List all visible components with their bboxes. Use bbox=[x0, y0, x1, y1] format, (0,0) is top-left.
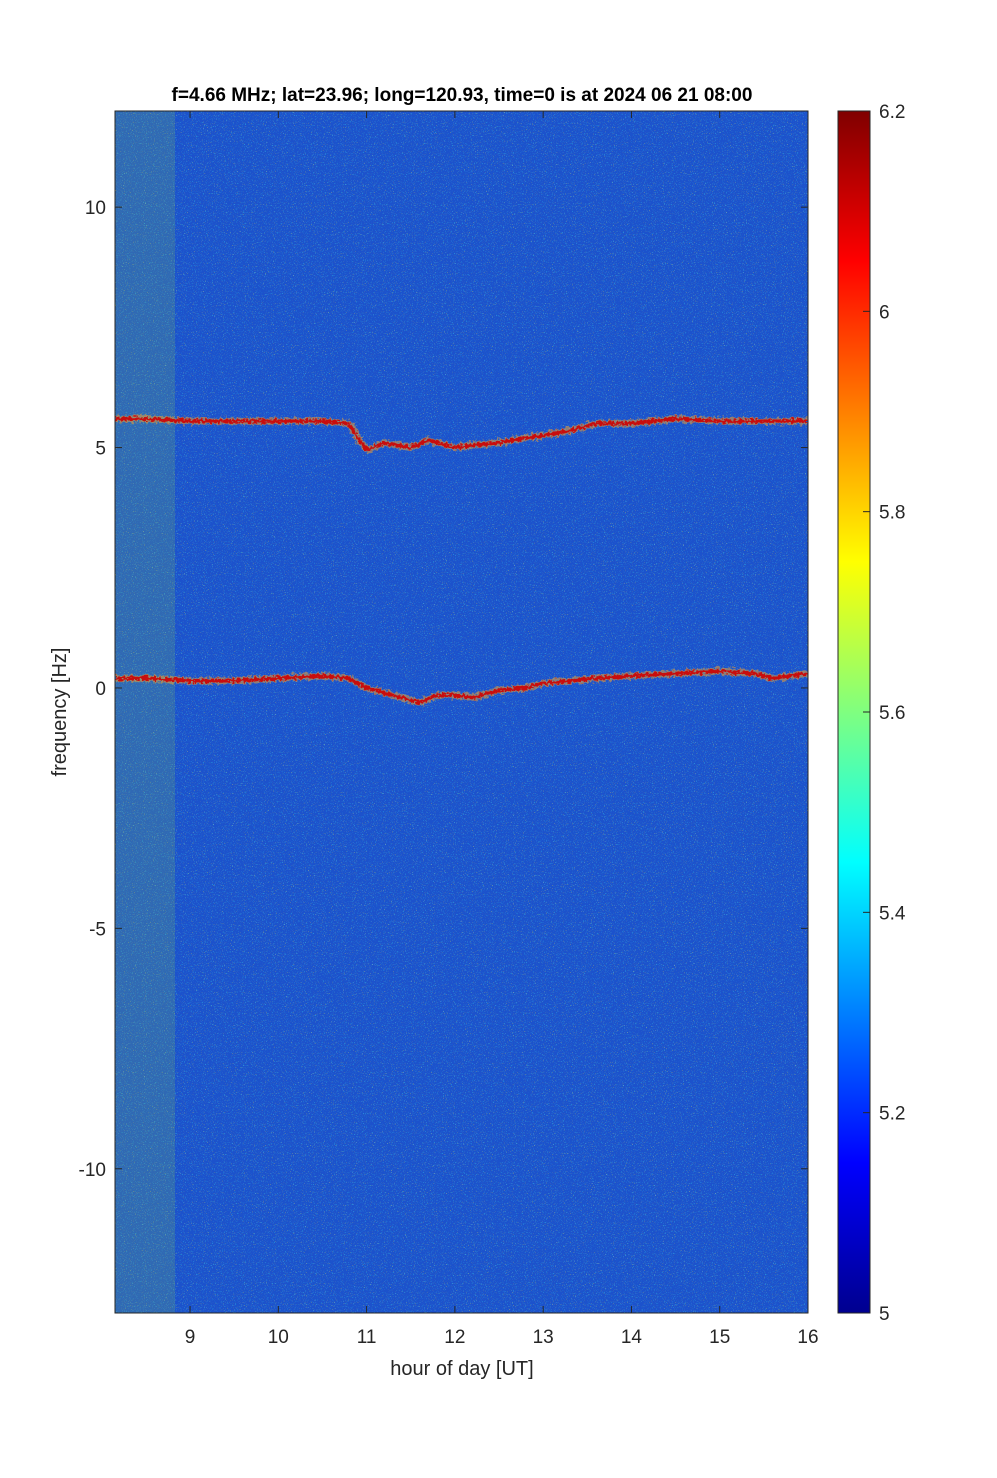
plot-frame bbox=[114, 110, 809, 1314]
x-tick-label: 13 bbox=[533, 1327, 554, 1348]
signal-traces bbox=[115, 415, 808, 706]
x-tick-label: 15 bbox=[709, 1327, 730, 1348]
y-axis: 10 5 0 -5 -10 bbox=[79, 198, 808, 1181]
signal-trace bbox=[115, 669, 808, 705]
x-tick-label: 10 bbox=[268, 1327, 289, 1348]
x-tick-label: 12 bbox=[444, 1327, 465, 1348]
chart-title: f=4.66 MHz; lat=23.96; long=120.93, time… bbox=[172, 85, 753, 106]
colorbar: 6.2 6 5.8 5.6 5.4 5.2 5 bbox=[837, 102, 906, 1325]
colorbar-tick-label: 5.2 bbox=[879, 1104, 905, 1125]
x-tick-label: 11 bbox=[357, 1327, 377, 1348]
x-axis: 9 10 11 12 13 14 15 16 bbox=[185, 111, 819, 1348]
x-tick-label: 16 bbox=[797, 1327, 818, 1348]
colorbar-tick-label: 5 bbox=[879, 1304, 890, 1325]
colorbar-tick-label: 5.6 bbox=[879, 703, 905, 724]
colorbar-tick-label: 5.4 bbox=[879, 903, 906, 924]
x-tick-label: 9 bbox=[185, 1327, 196, 1348]
y-axis-label: frequency [Hz] bbox=[49, 648, 71, 777]
y-tick-label: -5 bbox=[89, 919, 106, 940]
x-tick-label: 14 bbox=[621, 1327, 643, 1348]
x-axis-label: hour of day [UT] bbox=[390, 1358, 533, 1380]
left-edge-noise-band bbox=[115, 111, 175, 1313]
colorbar-tick-label: 6.2 bbox=[879, 102, 905, 123]
signal-trace bbox=[115, 416, 808, 452]
colorbar-tick-label: 5.8 bbox=[879, 503, 905, 524]
plot-area bbox=[115, 111, 808, 1313]
colorbar-ticks: 6.2 6 5.8 5.6 5.4 5.2 5 bbox=[863, 102, 906, 1325]
y-tick-label: 10 bbox=[85, 198, 106, 219]
y-tick-label: 0 bbox=[95, 679, 106, 700]
y-tick-label: 5 bbox=[95, 439, 106, 460]
colorbar-tick-label: 6 bbox=[879, 302, 890, 323]
heatmap-speckle bbox=[115, 111, 808, 1313]
y-tick-label: -10 bbox=[79, 1160, 106, 1181]
